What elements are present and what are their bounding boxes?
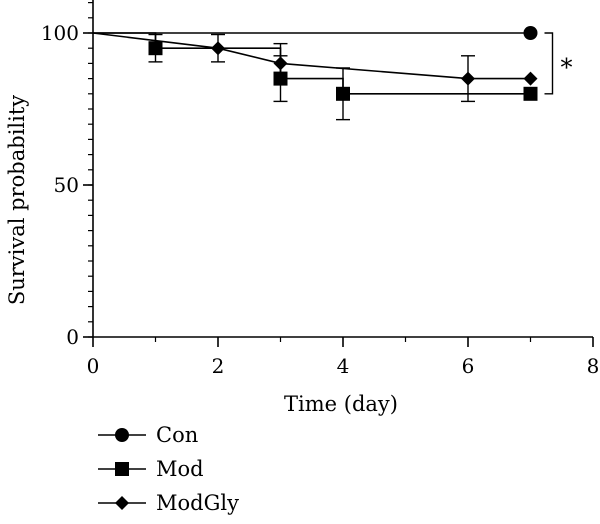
annotation-layer: * (544, 32, 573, 95)
legend-label: ModGly (156, 491, 239, 515)
y-axis-title: Survival probability (5, 95, 29, 305)
y-tick-label: 0 (66, 325, 79, 349)
series-layer (92, 26, 538, 121)
axes: 0 50 100 0 2 4 6 8 Time (day) Survival probabilit… (5, 0, 599, 416)
y-tick-label: 100 (41, 21, 79, 45)
x-axis-title: Time (day) (284, 392, 398, 416)
legend-label: Mod (156, 457, 204, 481)
data-point-modgly (523, 71, 538, 86)
x-tick-label: 4 (337, 354, 350, 378)
data-point-mod (336, 86, 350, 101)
series-modgly (92, 32, 538, 103)
data-point-con (523, 26, 538, 40)
legend-marker-circle (115, 428, 129, 442)
legend-label: Con (156, 423, 198, 447)
series-con (93, 26, 538, 40)
x-tick-label: 6 (462, 354, 475, 378)
significance-bracket (544, 32, 554, 95)
legend-marker-diamond (115, 496, 129, 510)
data-point-modgly (273, 56, 288, 71)
data-point-mod (523, 86, 538, 101)
y-tick-label: 50 (54, 173, 79, 197)
data-point-modgly (461, 71, 475, 86)
legend-marker-square (115, 462, 129, 476)
x-tick-label: 8 (587, 354, 600, 378)
legend-item-mod: Mod (98, 457, 204, 481)
data-point-mod (148, 41, 163, 56)
x-tick-label: 2 (212, 354, 225, 378)
data-point-modgly (211, 41, 225, 56)
legend-item-con: Con (98, 423, 198, 447)
legend: Con Mod ModGly (98, 423, 239, 515)
legend-item-modgly: ModGly (98, 491, 239, 515)
significance-marker: * (561, 53, 573, 81)
x-tick-label: 0 (87, 354, 100, 378)
